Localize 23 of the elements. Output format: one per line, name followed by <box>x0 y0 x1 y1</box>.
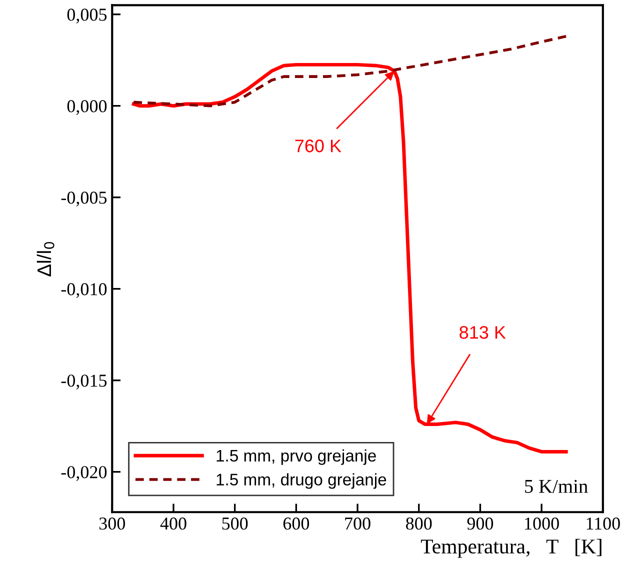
x-tick-label: 500 <box>222 517 248 530</box>
legend-label: 1.5 mm, drugo grejanje <box>216 473 386 489</box>
line-series <box>132 34 568 108</box>
y-tick-label: 0,005 <box>67 8 107 24</box>
x-tick-label: 1000 <box>525 517 559 530</box>
x-tick-label: 300 <box>99 517 125 530</box>
y-tick-label: -0,010 <box>61 283 107 298</box>
x-tick-label: 1100 <box>586 517 620 530</box>
annotation: 5 K/min <box>525 480 588 493</box>
x-tick-label: 800 <box>406 517 432 530</box>
x-axis-title: Temperatura, T [K] <box>420 538 602 558</box>
y-tick-label: -0,005 <box>61 192 107 206</box>
annotation: 760 K <box>295 140 342 152</box>
annotation: 813 K <box>460 326 506 339</box>
x-tick-label: 400 <box>160 517 186 530</box>
x-tick-label: 700 <box>345 517 370 530</box>
y-tick-label: -0,020 <box>61 466 107 481</box>
y-tick-label: -0,015 <box>61 374 107 390</box>
x-tick-label: 600 <box>283 517 310 530</box>
y-tick-label: 0,000 <box>67 100 107 115</box>
y-axis-title: Δl/l$_{0}$ <box>36 242 54 276</box>
legend-label: 1.5 mm, prvo grejanje <box>216 449 376 465</box>
x-tick-label: 900 <box>467 517 494 530</box>
